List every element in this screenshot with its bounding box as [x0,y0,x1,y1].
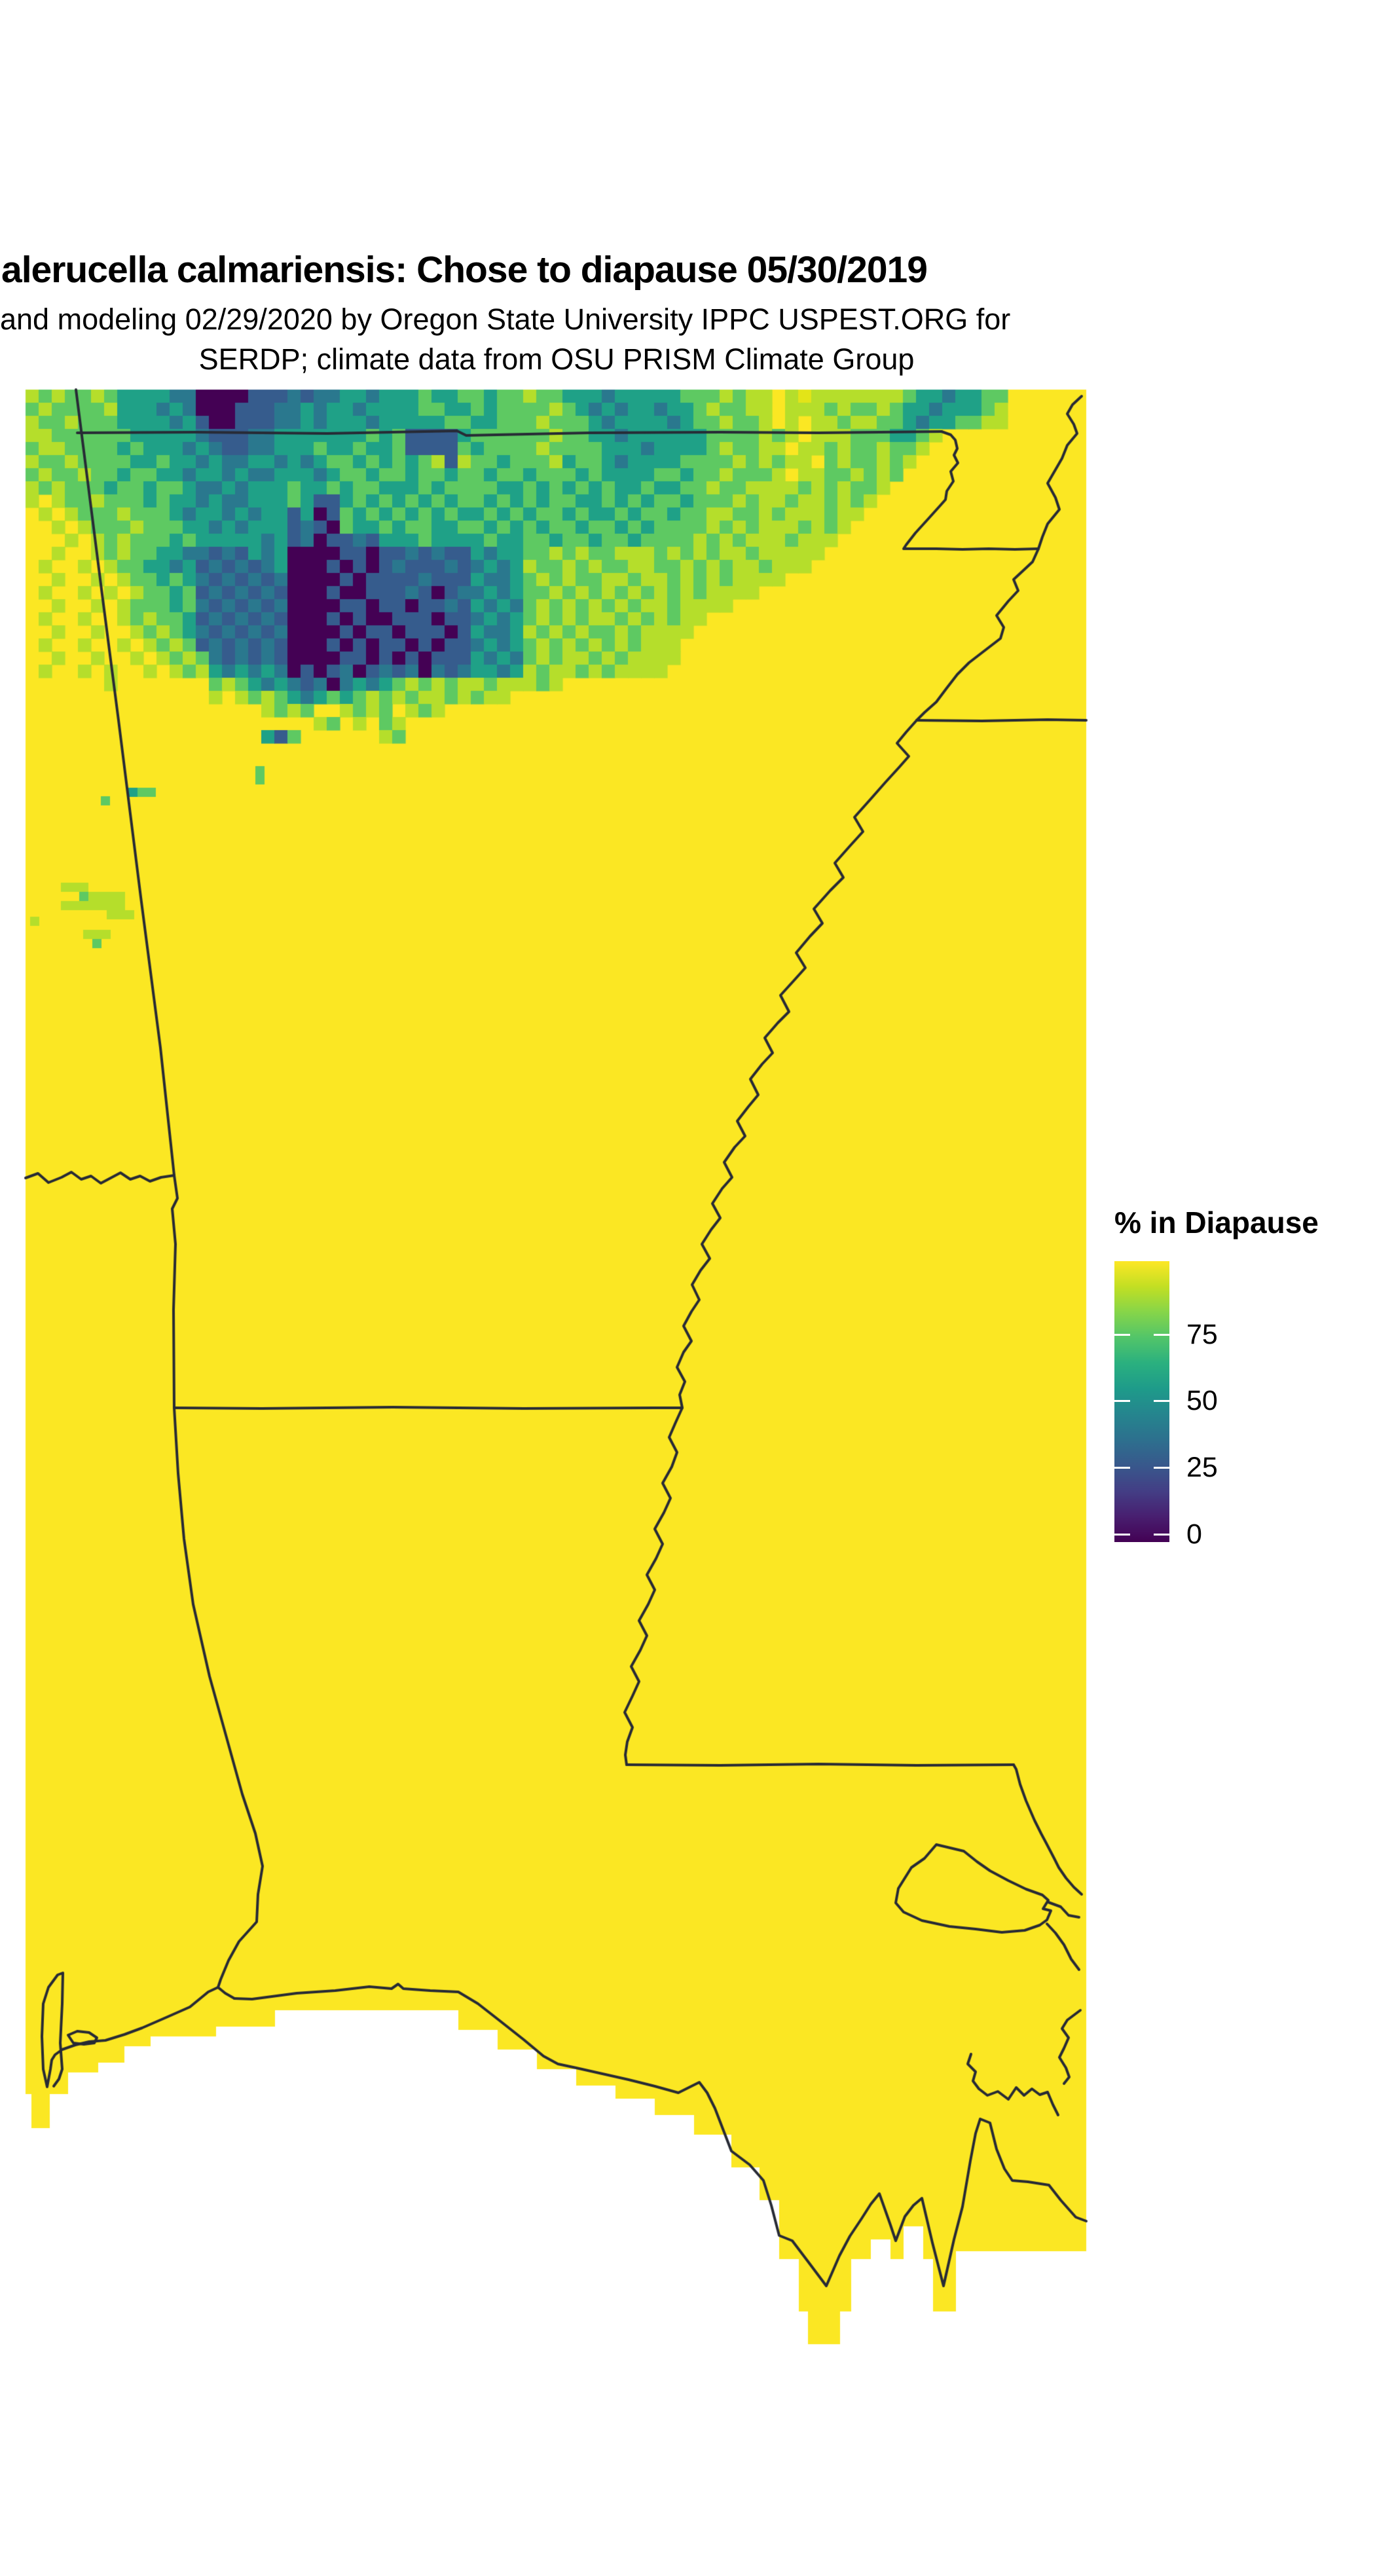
plot-title: alerucella calmariensis: Chose to diapau… [1,249,928,291]
plot-subtitle-line2: SERDP; climate data from OSU PRISM Clima… [198,342,915,376]
plot-subtitle-line1: and modeling 02/29/2020 by Oregon State … [0,303,1011,336]
